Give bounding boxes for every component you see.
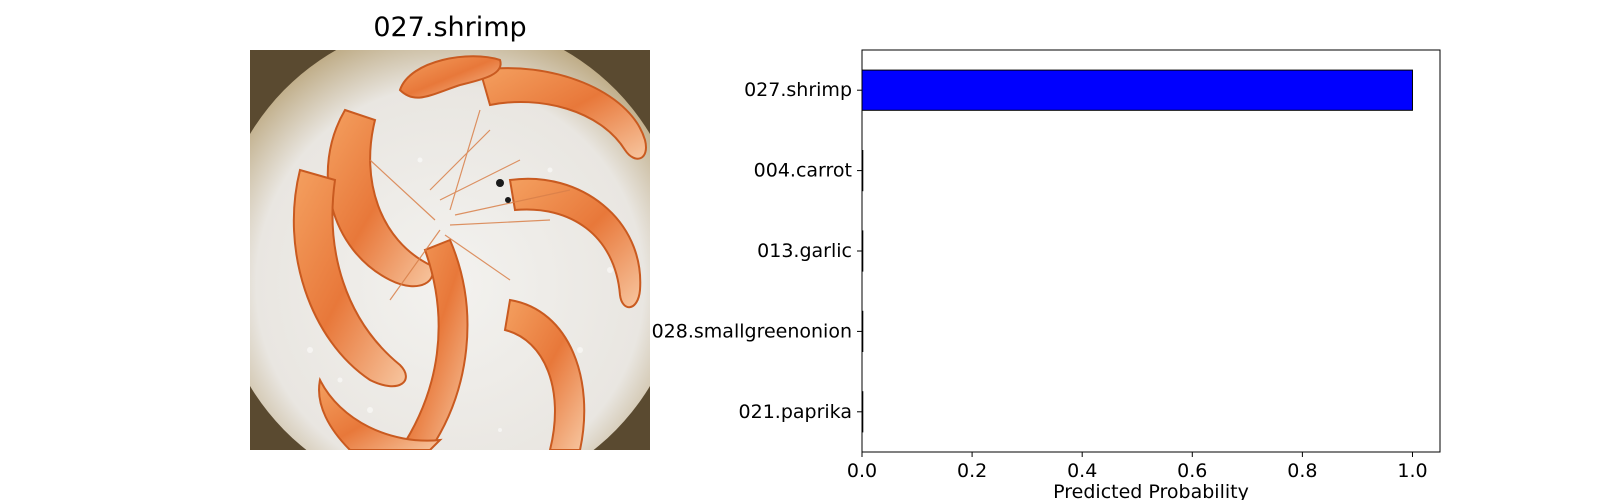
x-axis-label: Predicted Probability	[1053, 481, 1249, 500]
shrimp-photo	[250, 50, 650, 450]
x-tick-label: 1.0	[1397, 460, 1427, 482]
x-tick-label: 0.6	[1177, 460, 1207, 482]
y-tick-label: 013.garlic	[757, 240, 852, 262]
image-title: 027.shrimp	[373, 12, 527, 43]
bar-027.shrimp	[861, 69, 1413, 111]
y-tick-label: 028.smallgreenonion	[652, 320, 852, 342]
x-tick-label: 0.2	[957, 460, 987, 482]
x-tick-label: 0.4	[1067, 460, 1097, 482]
bar-group	[861, 69, 1413, 433]
y-axis: 027.shrimp 004.carrot 013.garlic 028.smallg…	[652, 79, 862, 423]
y-tick-label: 027.shrimp	[744, 79, 852, 101]
y-tick-label: 021.paprika	[739, 401, 852, 423]
x-tick-label: 0.0	[847, 460, 877, 482]
y-tick-label: 004.carrot	[754, 160, 852, 182]
x-tick-label: 0.8	[1287, 460, 1317, 482]
x-axis: 0.0 0.2 0.4 0.6 0.8 1.0	[847, 452, 1428, 482]
